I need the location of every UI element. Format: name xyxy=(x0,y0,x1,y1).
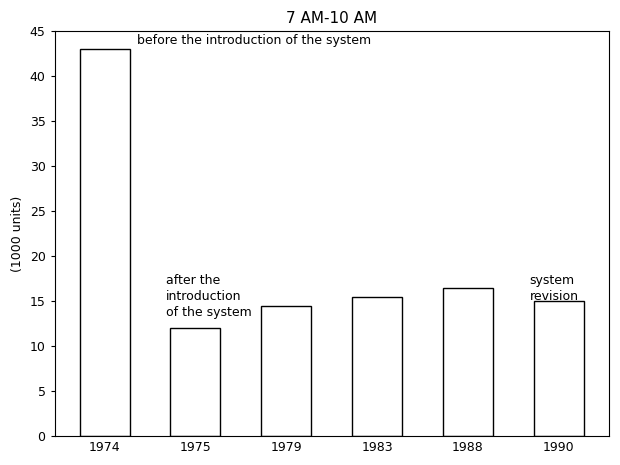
Title: 7 AM-10 AM: 7 AM-10 AM xyxy=(286,11,378,26)
Bar xyxy=(352,297,402,436)
Text: system
revision: system revision xyxy=(529,274,578,303)
Text: after the
introduction
of the system: after the introduction of the system xyxy=(166,274,252,319)
Bar xyxy=(261,306,311,436)
Bar xyxy=(534,301,584,436)
Y-axis label: (1000 units): (1000 units) xyxy=(11,196,24,272)
Bar xyxy=(443,288,493,436)
Bar xyxy=(79,49,130,436)
Text: before the introduction of the system: before the introduction of the system xyxy=(137,34,371,47)
Bar xyxy=(170,328,221,436)
